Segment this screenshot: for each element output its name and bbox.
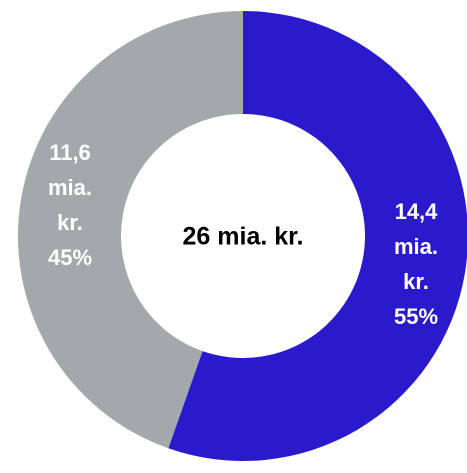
- donut-segment: [17, 11, 244, 449]
- donut-segment: [168, 11, 467, 461]
- value-label: mia.: [394, 234, 438, 259]
- value-label: kr.: [57, 210, 83, 235]
- value-label: 45%: [48, 245, 92, 270]
- value-label: 11,6: [49, 140, 91, 165]
- value-label: kr.: [403, 269, 429, 294]
- center-label: 26 mia. kr.: [183, 223, 304, 251]
- value-label: 55%: [394, 304, 438, 329]
- value-label: 14,4: [395, 199, 439, 224]
- value-label: mia.: [48, 175, 92, 200]
